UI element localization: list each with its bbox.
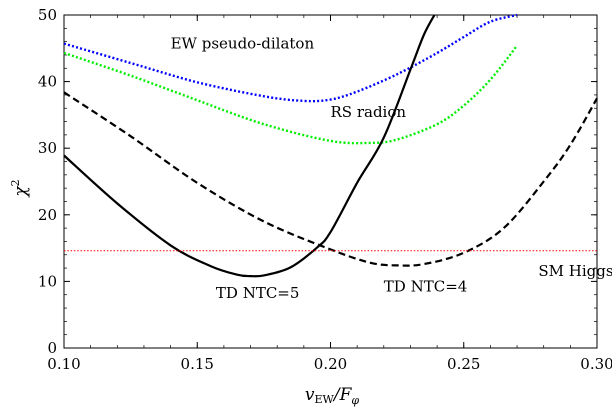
y-tick-label: 40: [38, 73, 57, 91]
y-tick-label: 50: [38, 6, 57, 24]
y-tick-label: 10: [38, 272, 57, 290]
tick-labels: 0.10 0.15 0.20 0.25 0.30 0 10 20 30 40 50: [38, 6, 612, 373]
annotations: EW pseudo-dilaton RS radion TD NTC=5 TD NTC…: [171, 34, 612, 302]
x-tick-label: 0.15: [181, 355, 214, 373]
series-line-td-ntc-4: [63, 91, 598, 267]
x-axis-title: vEW/Fφ: [305, 385, 359, 407]
x-tick-label: 0.25: [447, 355, 480, 373]
x-tick-label: 0.10: [47, 355, 80, 373]
x-tick-label: 0.20: [314, 355, 347, 373]
series-line-ew-pseudo-dilaton: [63, 13, 518, 103]
annotation-rs-radion: RS radion: [331, 103, 407, 121]
plot-frame: [63, 14, 598, 349]
plot-area: 0.10 0.15 0.20 0.25 0.30 0 10 20 30 40 50 EW pseud…: [38, 6, 612, 373]
annotation-sm-higgs: SM Higgs: [538, 262, 612, 280]
series-group: [63, 13, 598, 278]
annotation-ew-pseudo-dilaton: EW pseudo-dilaton: [171, 34, 315, 52]
y-tick-label: 20: [38, 206, 57, 224]
y-tick-label: 0: [47, 339, 57, 357]
y-axis-title: χ2: [9, 179, 31, 197]
annotation-td-ntc-4: TD NTC=4: [384, 277, 468, 295]
series-line-rs-radion: [63, 44, 519, 145]
annotation-td-ntc-5: TD NTC=5: [216, 284, 300, 302]
y-tick-label: 30: [38, 139, 57, 157]
x-tick-label: 0.30: [580, 355, 612, 373]
series-line-td-ntc-5: [63, 14, 436, 278]
ticks: [63, 14, 598, 349]
